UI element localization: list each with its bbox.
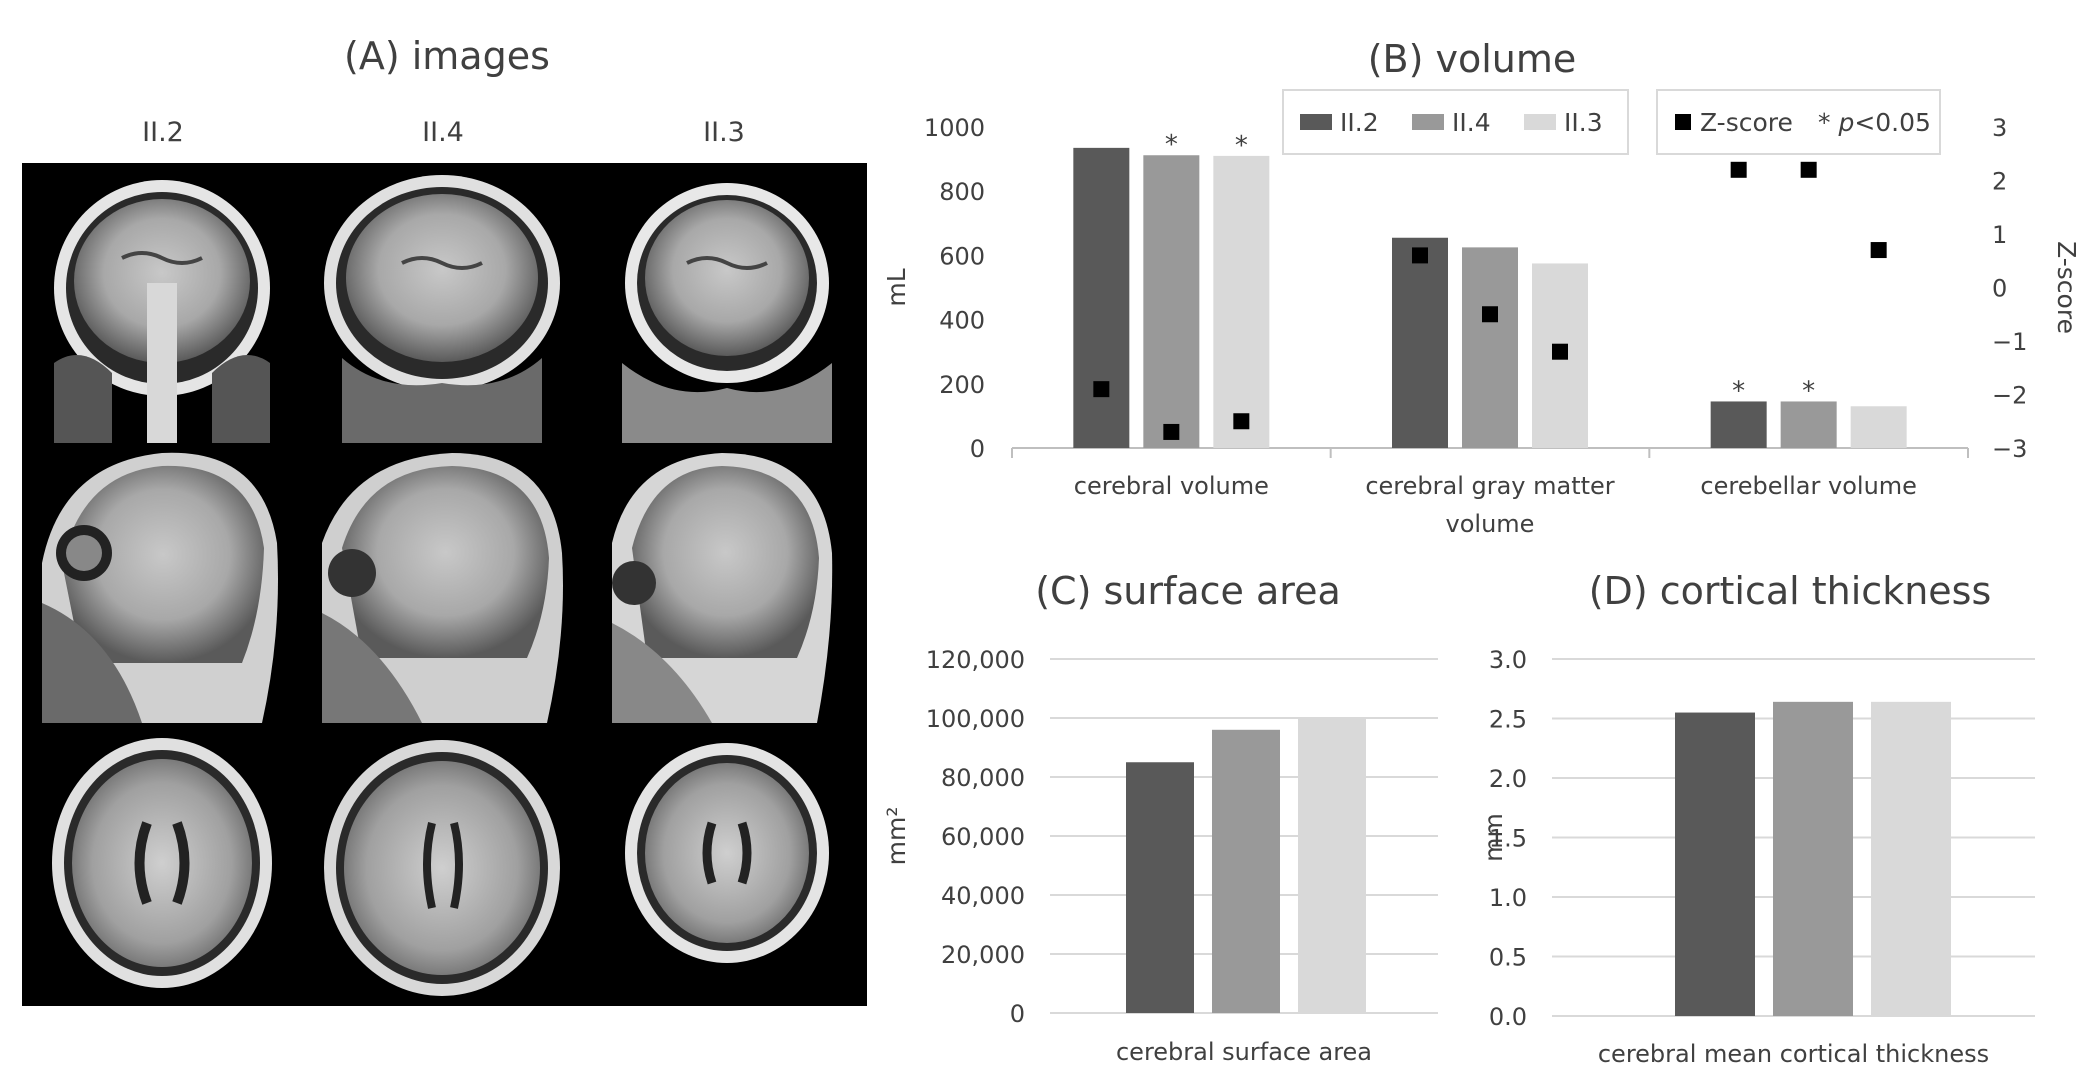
chart-b-zscore-point bbox=[1412, 247, 1428, 264]
chart-b-bar bbox=[1710, 401, 1767, 448]
chart-b-bar bbox=[1073, 147, 1130, 449]
chart-b-y2tick: 1 bbox=[1992, 221, 2007, 249]
chart-b-y2label: Z-score bbox=[2052, 241, 2078, 334]
chart-c-bar bbox=[1126, 762, 1194, 1013]
chart-c-bar bbox=[1298, 718, 1366, 1013]
mri-column-label-ii2: II.2 bbox=[142, 117, 184, 148]
mri-coronal-ii3 bbox=[622, 183, 832, 443]
chart-b-y2tick: 2 bbox=[1992, 168, 2007, 196]
chart-c-ytick: 0 bbox=[1010, 1000, 1025, 1028]
chart-c-ytick: 40,000 bbox=[941, 882, 1025, 910]
chart-b-zscore-point bbox=[1730, 161, 1747, 178]
mri-coronal-ii2 bbox=[54, 180, 270, 443]
chart-b-legend-zscore-label: Z-score bbox=[1700, 108, 1793, 137]
chart-d-ytick: 3.0 bbox=[1489, 646, 1527, 674]
chart-b-zscore-point bbox=[1552, 343, 1568, 360]
chart-b-legend-label: II.2 bbox=[1340, 108, 1379, 137]
chart-b-ytick: 1000 bbox=[924, 114, 985, 142]
chart-d-ytick: 0.0 bbox=[1489, 1003, 1527, 1031]
chart-b-zscore-point bbox=[1482, 306, 1498, 323]
mri-sagittal-ii2 bbox=[42, 452, 278, 723]
chart-d-category-label: cerebral mean cortical thickness bbox=[1598, 1040, 1989, 1068]
chart-b-y2tick: −3 bbox=[1992, 435, 2027, 463]
chart-c-ytick: 20,000 bbox=[941, 941, 1025, 969]
chart-d-bar bbox=[1675, 712, 1755, 1016]
chart-b-legend-series bbox=[1282, 89, 1629, 155]
mri-axial-ii4 bbox=[324, 740, 560, 996]
chart-b-legend-zscore bbox=[1656, 89, 1941, 155]
mri-image-grid bbox=[22, 163, 867, 1006]
chart-d-ytick: 2.5 bbox=[1489, 706, 1527, 734]
chart-b-zscore-point bbox=[1233, 413, 1250, 430]
chart-b-bar bbox=[1213, 155, 1270, 448]
mri-axial-ii3 bbox=[625, 743, 829, 963]
chart-b-significance-mark: * bbox=[1732, 376, 1745, 406]
chart-b-legend-zscore-marker bbox=[1675, 114, 1691, 130]
chart-c-ytick: 100,000 bbox=[926, 705, 1025, 733]
chart-b-category-label: cerebral volume bbox=[1074, 472, 1269, 500]
chart-b-category-label: cerebellar volume bbox=[1700, 472, 1917, 500]
mri-axial-ii2 bbox=[52, 738, 272, 988]
chart-b-y2tick: 3 bbox=[1992, 114, 2007, 142]
chart-c-category-label: cerebral surface area bbox=[1116, 1038, 1372, 1066]
chart-b-y2tick: −1 bbox=[1992, 328, 2027, 356]
chart-b-ytick: 600 bbox=[939, 242, 985, 270]
chart-b-zscore-point bbox=[1870, 242, 1887, 259]
chart-c-ytick: 80,000 bbox=[941, 764, 1025, 792]
chart-d-bar bbox=[1773, 701, 1853, 1016]
chart-b-category-label: cerebral gray matter bbox=[1365, 472, 1614, 500]
chart-b-ytick: 400 bbox=[939, 307, 985, 335]
chart-c-ytick: 60,000 bbox=[941, 823, 1025, 851]
chart-d-ylabel: mm bbox=[1479, 813, 1508, 862]
chart-b-significance-mark: * bbox=[1802, 376, 1815, 406]
chart-d-ytick: 1.5 bbox=[1489, 825, 1527, 853]
chart-b-zscore-point bbox=[1800, 161, 1817, 178]
chart-d-ytick: 0.5 bbox=[1489, 944, 1527, 972]
chart-b-bar bbox=[1462, 247, 1518, 448]
chart-d-bar bbox=[1871, 701, 1951, 1016]
mri-sagittal-ii4 bbox=[322, 453, 563, 723]
panel-a-title: (A) images bbox=[344, 34, 550, 78]
chart-b-category-label: volume bbox=[1446, 510, 1535, 538]
chart-b-y2tick: 0 bbox=[1992, 275, 2007, 303]
chart-b-bar bbox=[1392, 237, 1448, 448]
mri-column-label-ii3: II.3 bbox=[703, 117, 745, 148]
chart-b-legend-note: * p<0.05 bbox=[1818, 108, 1931, 137]
chart-b-legend-label: II.4 bbox=[1452, 108, 1491, 137]
chart-b-legend-swatch bbox=[1524, 114, 1556, 130]
chart-c-title: (C) surface area bbox=[1035, 569, 1341, 613]
chart-b-zscore-point bbox=[1163, 423, 1180, 440]
chart-b-significance-mark: * bbox=[1235, 131, 1248, 161]
chart-b-bar bbox=[1780, 401, 1837, 448]
chart-b-ytick: 0 bbox=[970, 435, 985, 463]
chart-b-significance-mark: * bbox=[1165, 130, 1178, 160]
chart-b-title: (B) volume bbox=[1368, 37, 1577, 81]
chart-b-bar bbox=[1143, 155, 1200, 449]
chart-d-ytick: 2.0 bbox=[1489, 765, 1527, 793]
chart-b-ytick: 800 bbox=[939, 178, 985, 206]
chart-c-bar bbox=[1212, 729, 1280, 1013]
mri-sagittal-ii3 bbox=[612, 453, 833, 723]
chart-b-y2tick: −2 bbox=[1992, 382, 2027, 410]
chart-b-zscore-point bbox=[1093, 381, 1110, 398]
mri-column-label-ii4: II.4 bbox=[422, 117, 464, 148]
chart-b-ylabel: mL bbox=[882, 268, 911, 306]
chart-b-legend-swatch bbox=[1412, 114, 1444, 130]
chart-d-title: (D) cortical thickness bbox=[1589, 569, 1992, 613]
chart-b-ytick: 200 bbox=[939, 371, 985, 399]
chart-b-legend-label: II.3 bbox=[1564, 108, 1603, 137]
chart-d-ytick: 1.0 bbox=[1489, 884, 1527, 912]
chart-b-legend-swatch bbox=[1300, 114, 1332, 130]
mri-coronal-ii4 bbox=[324, 175, 560, 443]
chart-c-ylabel: mm² bbox=[882, 807, 911, 866]
chart-c-ytick: 120,000 bbox=[926, 646, 1025, 674]
chart-b-bar bbox=[1850, 406, 1907, 448]
